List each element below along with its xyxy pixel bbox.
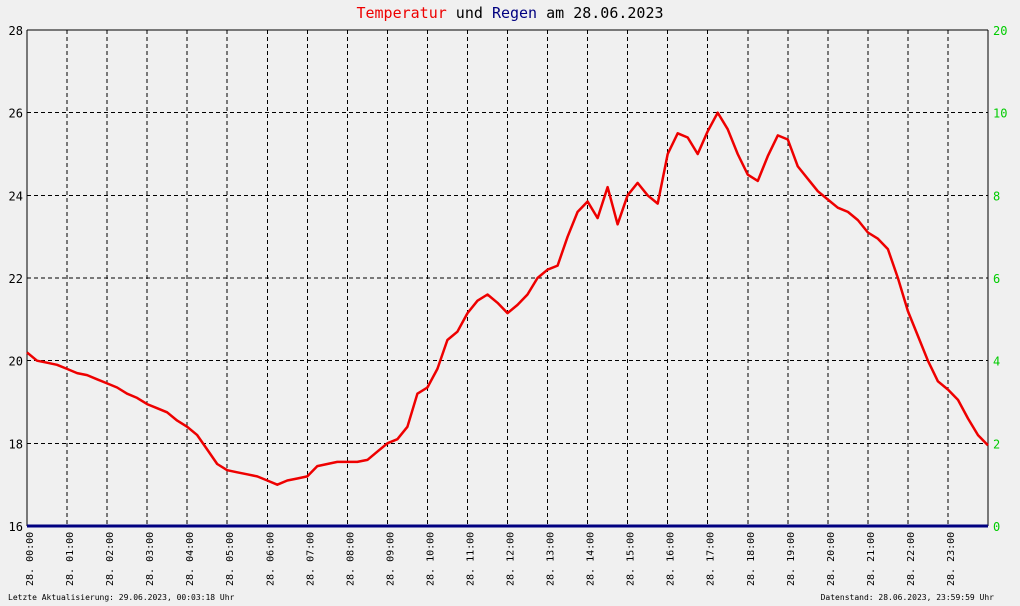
y-left-tick-label: 20 (9, 355, 23, 369)
x-tick-label: 28. 20:00 (826, 532, 837, 586)
y-left-tick-label: 16 (9, 520, 23, 534)
title-date: am 28.06.2023 (537, 4, 664, 22)
grid (27, 30, 988, 526)
y-right-tick-label: 10 (993, 107, 1007, 121)
y-right-tick-label: 0 (993, 520, 1000, 534)
y-left-tick-label: 24 (9, 189, 23, 203)
y-left-tick-label: 26 (9, 107, 23, 121)
x-tick-label: 28. 03:00 (145, 532, 156, 586)
y-left-tick-label: 18 (9, 437, 23, 451)
x-tick-label: 28. 23:00 (946, 532, 957, 586)
title-und: und (446, 4, 492, 22)
chart-title: Temperatur und Regen am 28.06.2023 (0, 4, 1020, 22)
last-update-text: Letzte Aktualisierung: 29.06.2023, 00:03… (8, 593, 235, 602)
y-right-tick-label: 8 (993, 189, 1000, 203)
data-status-text: Datenstand: 28.06.2023, 23:59:59 Uhr (820, 593, 994, 602)
x-tick-label: 28. 17:00 (706, 532, 717, 586)
x-tick-label: 28. 15:00 (626, 532, 637, 586)
x-tick-label: 28. 02:00 (105, 532, 116, 586)
x-tick-label: 28. 14:00 (586, 532, 597, 586)
y-left-tick-label: 28 (9, 24, 23, 38)
title-temperatur: Temperatur (356, 4, 447, 22)
x-tick-label: 28. 21:00 (866, 532, 877, 586)
x-tick-label: 28. 13:00 (546, 532, 557, 586)
y-right-tick-label: 20 (993, 24, 1007, 38)
x-tick-label: 28. 10:00 (425, 532, 436, 586)
x-tick-label: 28. 05:00 (225, 532, 236, 586)
axes (26, 29, 989, 526)
y-right-tick-label: 6 (993, 272, 1000, 286)
x-tick-label: 28. 01:00 (65, 532, 76, 586)
x-tick-label: 28. 04:00 (185, 532, 196, 586)
x-tick-label: 28. 18:00 (746, 532, 757, 586)
x-tick-label: 28. 19:00 (786, 532, 797, 586)
title-regen: Regen (491, 4, 538, 22)
x-tick-label: 28. 07:00 (305, 532, 316, 586)
x-tick-label: 28. 06:00 (265, 532, 276, 586)
x-tick-label: 28. 12:00 (506, 532, 517, 586)
x-tick-label: 28. 09:00 (385, 532, 396, 586)
x-tick-label: 28. 16:00 (666, 532, 677, 586)
temperature-line (26, 111, 989, 486)
y-right-tick-label: 4 (993, 355, 1000, 369)
x-tick-label: 28. 11:00 (465, 532, 476, 586)
x-tick-label: 28. 00:00 (25, 532, 36, 586)
series (26, 111, 989, 528)
y-left-tick-label: 22 (9, 272, 23, 286)
x-tick-label: 28. 08:00 (345, 532, 356, 586)
y-right-tick-label: 2 (993, 437, 1000, 451)
x-tick-label: 28. 22:00 (906, 532, 917, 586)
